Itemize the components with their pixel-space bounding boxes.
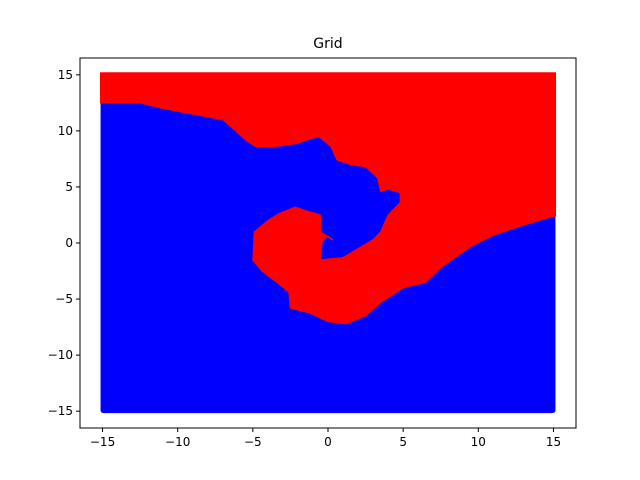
y-tick-label: 10	[58, 124, 73, 138]
y-tick-label: 5	[65, 180, 73, 194]
x-tick-label: 15	[546, 435, 561, 449]
x-tick-label: 5	[399, 435, 407, 449]
chart-title: Grid	[313, 36, 342, 52]
x-tick-label: −10	[165, 435, 190, 449]
y-tick-label: −5	[55, 292, 73, 306]
x-axis: −15 −10 −5 0 5 10 15	[90, 428, 561, 449]
y-tick-label: 0	[65, 236, 73, 250]
y-tick-label: 15	[58, 68, 73, 82]
x-tick-label: −15	[90, 435, 115, 449]
y-tick-label: −15	[48, 404, 73, 418]
x-tick-label: 0	[324, 435, 332, 449]
x-tick-label: 10	[471, 435, 486, 449]
x-tick-label: −5	[244, 435, 262, 449]
region-red	[99, 72, 557, 325]
y-tick-label: −10	[48, 348, 73, 362]
y-axis: −15 −10 −5 0 5 10 15	[48, 68, 80, 418]
plot-area	[99, 72, 557, 414]
